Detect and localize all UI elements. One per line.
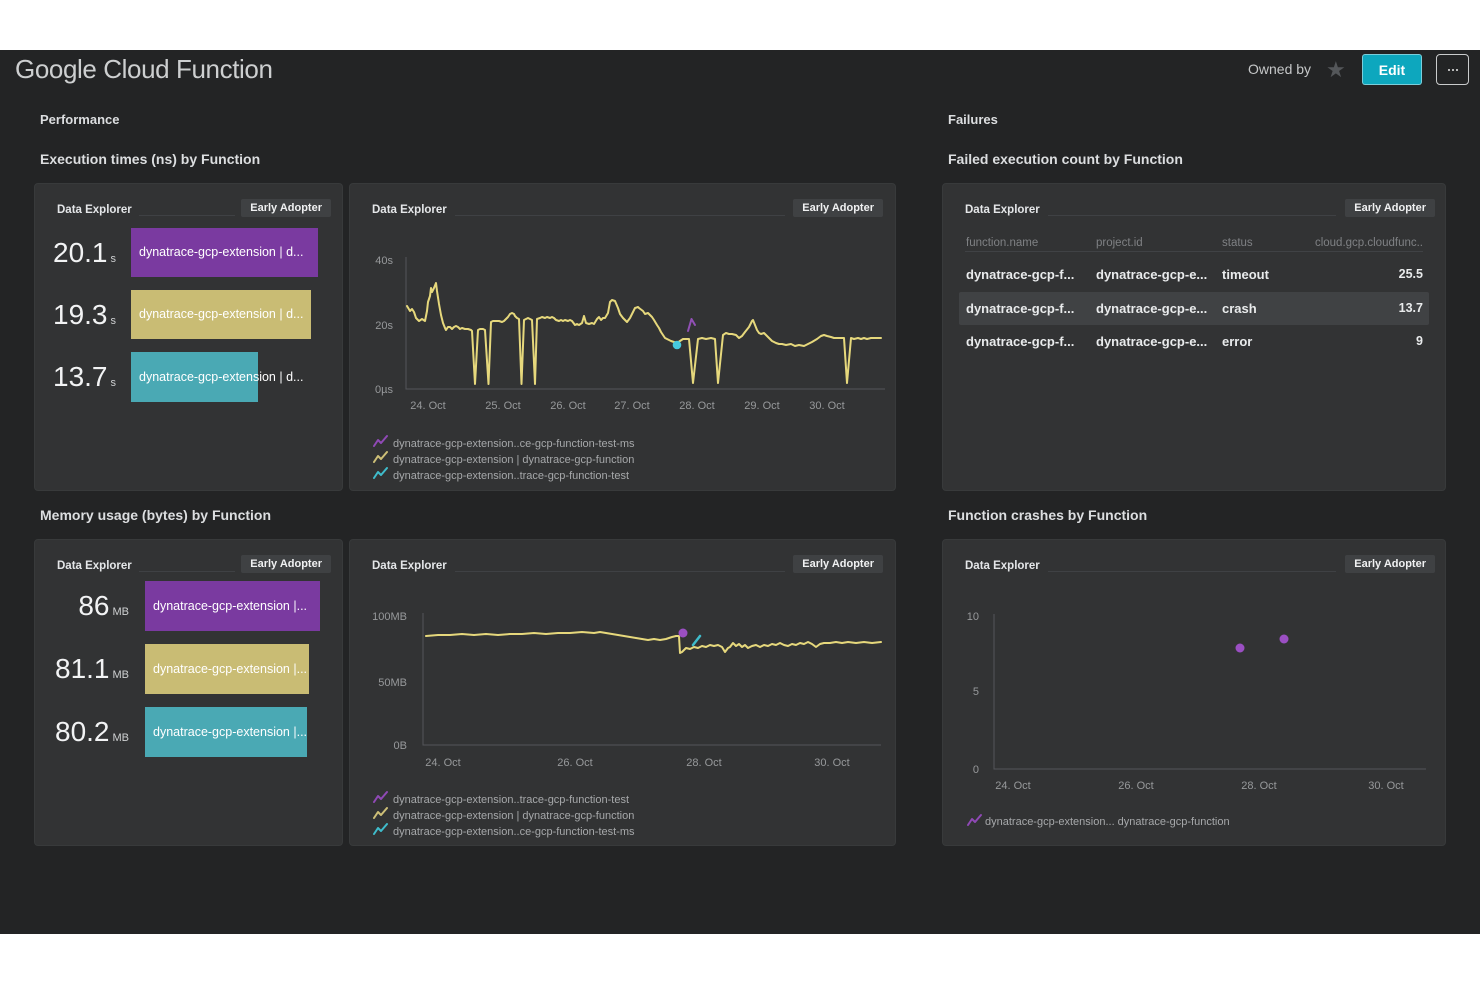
svg-text:dynatrace-gcp-extension... dyn: dynatrace-gcp-extension... dynatrace-gcp…	[985, 816, 1230, 828]
svg-text:27. Oct: 27. Oct	[614, 400, 649, 412]
svg-text:24. Oct: 24. Oct	[425, 757, 460, 769]
svg-text:dynatrace-gcp-extension..ce-gc: dynatrace-gcp-extension..ce-gcp-function…	[393, 826, 635, 838]
svg-text:28. Oct: 28. Oct	[1241, 780, 1276, 792]
svg-text:30. Oct: 30. Oct	[809, 400, 844, 412]
svg-text:26. Oct: 26. Oct	[1118, 780, 1153, 792]
svg-text:30. Oct: 30. Oct	[814, 757, 849, 769]
svg-text:dynatrace-gcp-extension..trace: dynatrace-gcp-extension..trace-gcp-funct…	[393, 794, 629, 806]
svg-text:26. Oct: 26. Oct	[557, 757, 592, 769]
svg-text:25. Oct: 25. Oct	[485, 400, 520, 412]
svg-text:0µs: 0µs	[375, 384, 393, 396]
svg-text:24. Oct: 24. Oct	[995, 780, 1030, 792]
svg-text:28. Oct: 28. Oct	[679, 400, 714, 412]
svg-text:5: 5	[973, 686, 979, 698]
svg-text:26. Oct: 26. Oct	[550, 400, 585, 412]
svg-text:100MB: 100MB	[372, 611, 407, 623]
svg-text:24. Oct: 24. Oct	[410, 400, 445, 412]
svg-text:28. Oct: 28. Oct	[686, 757, 721, 769]
svg-text:29. Oct: 29. Oct	[744, 400, 779, 412]
svg-text:10: 10	[967, 611, 979, 623]
svg-text:dynatrace-gcp-extension..ce-gc: dynatrace-gcp-extension..ce-gcp-function…	[393, 438, 635, 450]
svg-text:50MB: 50MB	[378, 677, 407, 689]
svg-text:dynatrace-gcp-extension..trace: dynatrace-gcp-extension..trace-gcp-funct…	[393, 470, 629, 482]
svg-text:dynatrace-gcp-extension | dyna: dynatrace-gcp-extension | dynatrace-gcp-…	[393, 810, 634, 822]
svg-text:20s: 20s	[375, 320, 393, 332]
svg-text:0: 0	[973, 764, 979, 776]
svg-text:dynatrace-gcp-extension | dyna: dynatrace-gcp-extension | dynatrace-gcp-…	[393, 454, 634, 466]
svg-text:30. Oct: 30. Oct	[1368, 780, 1403, 792]
svg-text:40s: 40s	[375, 255, 393, 267]
svg-text:0B: 0B	[394, 740, 407, 752]
